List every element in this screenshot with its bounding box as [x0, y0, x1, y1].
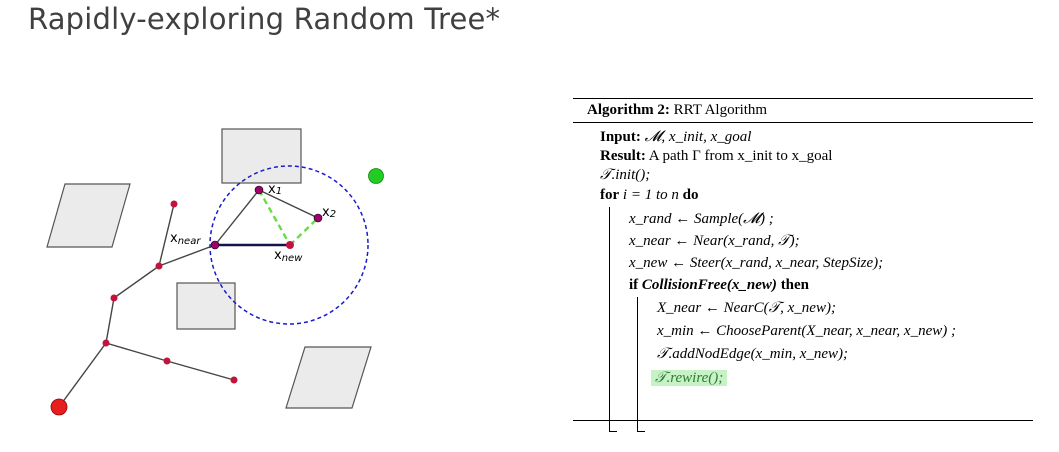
algorithm-top-rule: [573, 98, 1033, 99]
algo-line-result: Result: A path Γ from x_init to x_goal: [600, 148, 833, 164]
algorithm-bottom-rule: [573, 420, 1033, 421]
algo-line-for: for i = 1 to n do: [600, 187, 699, 203]
tree-node: [110, 294, 118, 302]
rewire-candidates: [257, 189, 319, 246]
for-block-end: [609, 431, 617, 432]
algorithm-body: Input: 𝓜, x_init, x_goal Result: A path …: [573, 123, 1033, 432]
root-node: [50, 398, 68, 416]
rrt-diagram: xnear xnew x1 x2: [46, 128, 384, 416]
algo-line-if: if CollisionFree(x_new) then: [629, 277, 810, 293]
algo-line-chooseparent: x_min ← ChooseParent(X_near, x_near, x_n…: [657, 323, 956, 339]
x-near-node: [210, 240, 220, 250]
x1-node: [254, 185, 264, 195]
if-block-end: [637, 431, 645, 432]
algorithm-header: Algorithm 2: RRT Algorithm: [573, 99, 1033, 123]
algo-line-rewire: 𝒯.rewire();: [651, 369, 728, 388]
algo-line-sample: x_rand ← Sample(𝓜) ;: [629, 211, 774, 227]
obstacle-bottom-right: [285, 346, 372, 409]
tree-node: [163, 357, 171, 365]
x-near-label: xnear: [170, 231, 201, 247]
x-new-node: [286, 241, 294, 249]
algorithm-box: Algorithm 2: RRT Algorithm Input: 𝓜, x_i…: [573, 98, 1033, 432]
tree-node: [102, 339, 110, 347]
x-new-label: xnew: [274, 248, 303, 264]
tree-edges: [58, 189, 319, 408]
x2-label: x2: [322, 205, 336, 220]
obstacle-middle: [176, 282, 236, 330]
if-block-bar: [637, 297, 638, 431]
near-radius-circle: [209, 165, 369, 325]
tree-node: [155, 262, 163, 270]
goal-node: [368, 168, 384, 184]
algo-line-nearc: X_near ← NearC(𝒯, x_new);: [657, 300, 836, 316]
algo-line-steer: x_new ← Steer(x_rand, x_near, StepSize);: [629, 255, 884, 271]
x2-node: [313, 213, 323, 223]
obstacle-top: [221, 128, 302, 184]
obstacle-left: [46, 183, 131, 248]
for-block-bar: [609, 207, 610, 431]
tree-node: [170, 200, 178, 208]
algo-line-input: Input: 𝓜, x_init, x_goal: [600, 129, 752, 145]
algorithm-name: RRT Algorithm: [673, 102, 768, 118]
tree-node: [230, 376, 238, 384]
algo-line-init: 𝒯.init();: [600, 167, 651, 183]
x1-label: x1: [268, 182, 282, 197]
algo-line-near: x_near ← Near(x_rand, 𝒯);: [629, 233, 800, 249]
rewire-highlight: 𝒯.rewire();: [651, 370, 728, 386]
slide-title: Rapidly-exploring Random Tree*: [28, 2, 501, 36]
algorithm-number: Algorithm 2:: [587, 102, 670, 118]
algo-line-addnodedge: 𝒯.addNodEdge(x_min, x_new);: [657, 346, 849, 362]
tree-nodes: [102, 200, 238, 384]
